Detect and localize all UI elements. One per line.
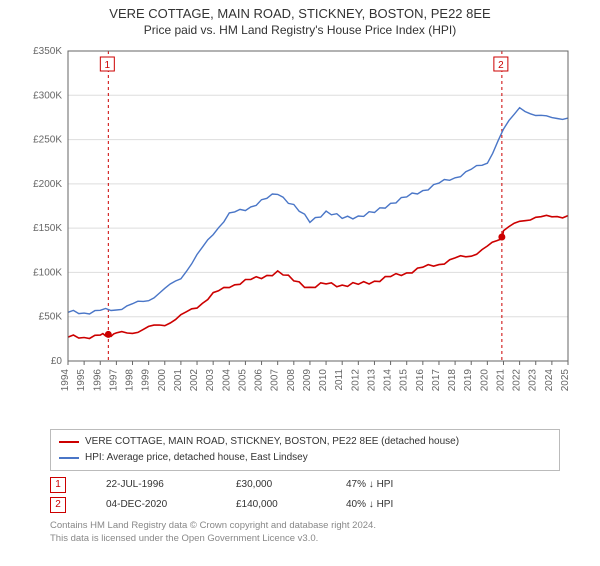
svg-text:1999: 1999: [141, 369, 152, 392]
svg-text:2010: 2010: [318, 369, 329, 392]
svg-text:1998: 1998: [125, 369, 136, 392]
svg-text:2024: 2024: [544, 369, 555, 392]
marker-number-box: 2: [50, 497, 66, 513]
svg-text:2008: 2008: [286, 369, 297, 392]
marker-date: 22-JUL-1996: [106, 475, 196, 495]
svg-text:£100K: £100K: [33, 267, 62, 278]
svg-text:2020: 2020: [479, 369, 490, 392]
svg-text:2011: 2011: [334, 369, 345, 391]
svg-text:2017: 2017: [431, 369, 442, 392]
footer-line-1: Contains HM Land Registry data © Crown c…: [50, 519, 560, 532]
marker-price: £30,000: [236, 475, 306, 495]
chart-subtitle: Price paid vs. HM Land Registry's House …: [0, 23, 600, 37]
svg-text:£50K: £50K: [39, 312, 63, 323]
svg-text:2001: 2001: [173, 369, 184, 392]
chart-area: £0 £50K £100K £150K £200K £250K £300K £350K 1994…: [20, 41, 580, 421]
legend-swatch: [59, 457, 79, 459]
svg-text:£350K: £350K: [33, 46, 62, 57]
legend-row: VERE COTTAGE, MAIN ROAD, STICKNEY, BOSTO…: [59, 434, 551, 450]
svg-text:2016: 2016: [415, 369, 426, 392]
svg-text:2006: 2006: [254, 369, 265, 392]
svg-text:1997: 1997: [108, 369, 119, 392]
svg-text:2005: 2005: [237, 369, 248, 392]
svg-text:2021: 2021: [495, 369, 506, 392]
svg-text:£0: £0: [51, 356, 63, 367]
legend-row: HPI: Average price, detached house, East…: [59, 450, 551, 466]
svg-text:£300K: £300K: [33, 90, 62, 101]
svg-text:2009: 2009: [302, 369, 313, 392]
footer-attribution: Contains HM Land Registry data © Crown c…: [50, 519, 560, 545]
svg-text:2007: 2007: [270, 369, 281, 392]
svg-text:2015: 2015: [399, 369, 410, 392]
svg-text:2025: 2025: [560, 369, 571, 392]
svg-text:2022: 2022: [512, 369, 523, 392]
svg-text:2013: 2013: [366, 369, 377, 392]
marker-price: £140,000: [236, 495, 306, 515]
marker-table: 1 22-JUL-1996 £30,000 47% ↓ HPI 2 04-DEC-2020…: [50, 475, 560, 515]
svg-text:2002: 2002: [189, 369, 200, 392]
legend-label: HPI: Average price, detached house, East…: [85, 450, 308, 466]
legend-label: VERE COTTAGE, MAIN ROAD, STICKNEY, BOSTO…: [85, 434, 459, 450]
marker-delta: 40% ↓ HPI: [346, 495, 393, 515]
svg-text:2004: 2004: [221, 369, 232, 392]
chart-title: VERE COTTAGE, MAIN ROAD, STICKNEY, BOSTO…: [0, 6, 600, 21]
svg-text:£200K: £200K: [33, 179, 62, 190]
legend-swatch: [59, 441, 79, 443]
svg-text:2023: 2023: [528, 369, 539, 392]
marker-delta: 47% ↓ HPI: [346, 475, 393, 495]
svg-text:2: 2: [498, 60, 504, 71]
svg-text:1994: 1994: [60, 369, 71, 392]
svg-text:2019: 2019: [463, 369, 474, 392]
legend: VERE COTTAGE, MAIN ROAD, STICKNEY, BOSTO…: [50, 429, 560, 471]
svg-text:2012: 2012: [350, 369, 361, 392]
svg-text:1: 1: [105, 60, 111, 71]
svg-text:£250K: £250K: [33, 135, 62, 146]
svg-text:2014: 2014: [383, 369, 394, 392]
footer-line-2: This data is licensed under the Open Gov…: [50, 532, 560, 545]
marker-number-box: 1: [50, 477, 66, 493]
marker-row: 2 04-DEC-2020 £140,000 40% ↓ HPI: [50, 495, 560, 515]
svg-text:2003: 2003: [205, 369, 216, 392]
svg-text:1996: 1996: [92, 369, 103, 392]
chart-svg: £0 £50K £100K £150K £200K £250K £300K £350K 1994…: [20, 41, 580, 411]
svg-text:2000: 2000: [157, 369, 168, 392]
marker-date: 04-DEC-2020: [106, 495, 196, 515]
svg-text:2018: 2018: [447, 369, 458, 392]
svg-text:1995: 1995: [76, 369, 87, 392]
marker-row: 1 22-JUL-1996 £30,000 47% ↓ HPI: [50, 475, 560, 495]
svg-text:£150K: £150K: [33, 223, 62, 234]
